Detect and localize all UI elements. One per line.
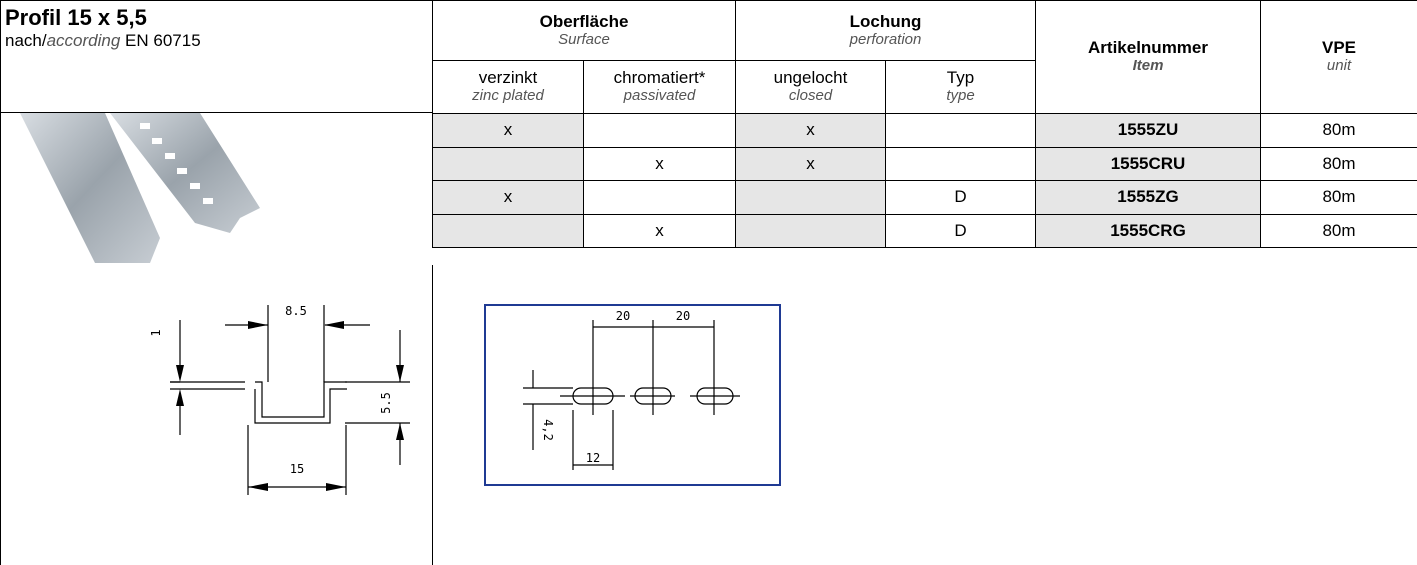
product-table: Oberfläche Surface Lochung perforation Art… (432, 0, 1417, 248)
text: Item (1132, 57, 1164, 74)
unit-header: VPE unit (1260, 0, 1417, 114)
cell (583, 180, 736, 215)
column-label: ungelocht (773, 68, 848, 87)
text: Surface (558, 30, 610, 48)
text: VPE (1322, 38, 1357, 57)
column-header: Typ type (884, 60, 1037, 114)
cell: 80m (1260, 113, 1417, 148)
cell: 80m (1260, 180, 1417, 215)
cell: 1555CRG (1035, 213, 1262, 248)
text: Lochung (849, 11, 922, 31)
column-translation: zinc plated (472, 87, 544, 104)
cell: x (735, 146, 886, 181)
text: perforation (849, 30, 922, 48)
rail-photo (20, 113, 260, 263)
text: unit (1326, 57, 1352, 74)
cell: 1555CRU (1035, 146, 1262, 181)
cell (583, 113, 736, 148)
standard-prefix: nach/ (5, 31, 47, 50)
profile-drawing (170, 305, 410, 495)
dimension: 12 (586, 451, 600, 465)
cell: x (583, 213, 736, 248)
cell (432, 146, 584, 181)
column-label: Typ (946, 68, 975, 87)
dimension: 20 (616, 309, 630, 323)
column-header: chromatiert* passivated (583, 60, 736, 114)
column-translation: type (946, 87, 975, 104)
title: Profil 15 x 5,5 (5, 5, 147, 30)
cell: x (583, 146, 736, 181)
cell: 80m (1260, 213, 1417, 248)
cell: 1555ZU (1035, 113, 1262, 148)
cell (884, 113, 1037, 148)
column-header: ungelocht closed (735, 60, 886, 114)
column-header: verzinkt zinc plated (432, 60, 584, 114)
cell: x (735, 113, 886, 148)
drawings: 8.5 1 5.5 15 20 20 4,2 12 (149, 304, 781, 495)
standard: EN 60715 (125, 31, 201, 50)
divider (432, 265, 433, 565)
dimension: 8.5 (285, 304, 307, 318)
column-translation: passivated (623, 87, 696, 104)
column-label: verzinkt (478, 68, 538, 87)
cell (884, 146, 1037, 181)
cell: x (432, 113, 584, 148)
title-cell: Profil 15 x 5,5 nach/according EN 60715 (0, 0, 432, 113)
cell (735, 213, 886, 248)
left-border (0, 113, 1, 565)
cell (735, 180, 886, 215)
cell (432, 213, 584, 248)
text: Oberfläche (539, 11, 629, 31)
dimension: 15 (290, 462, 304, 476)
text: Artikelnummer (1088, 38, 1208, 57)
cell: D (884, 213, 1037, 248)
cell: 80m (1260, 146, 1417, 181)
cell: D (884, 180, 1037, 215)
perforation-drawing (523, 320, 740, 470)
group-header: Oberfläche Surface (432, 0, 736, 61)
item-header: Artikelnummer Item (1035, 0, 1262, 114)
cell: x (432, 180, 584, 215)
row: x x 1555ZU 80m (432, 113, 1417, 148)
group-header: Lochung perforation (734, 0, 1037, 61)
standard-en: according (46, 31, 121, 50)
row: x x 1555CRU 80m (432, 146, 1417, 181)
dimension: 4,2 (541, 419, 555, 441)
dimension: 5.5 (379, 392, 393, 414)
column-label: chromatiert* (613, 68, 706, 87)
row: x D 1555ZG 80m (432, 180, 1417, 215)
cell: 1555ZG (1035, 180, 1262, 215)
dimension: 20 (676, 309, 690, 323)
dimension: 1 (149, 329, 163, 336)
row: x D 1555CRG 80m (432, 213, 1417, 248)
column-translation: closed (788, 87, 833, 104)
